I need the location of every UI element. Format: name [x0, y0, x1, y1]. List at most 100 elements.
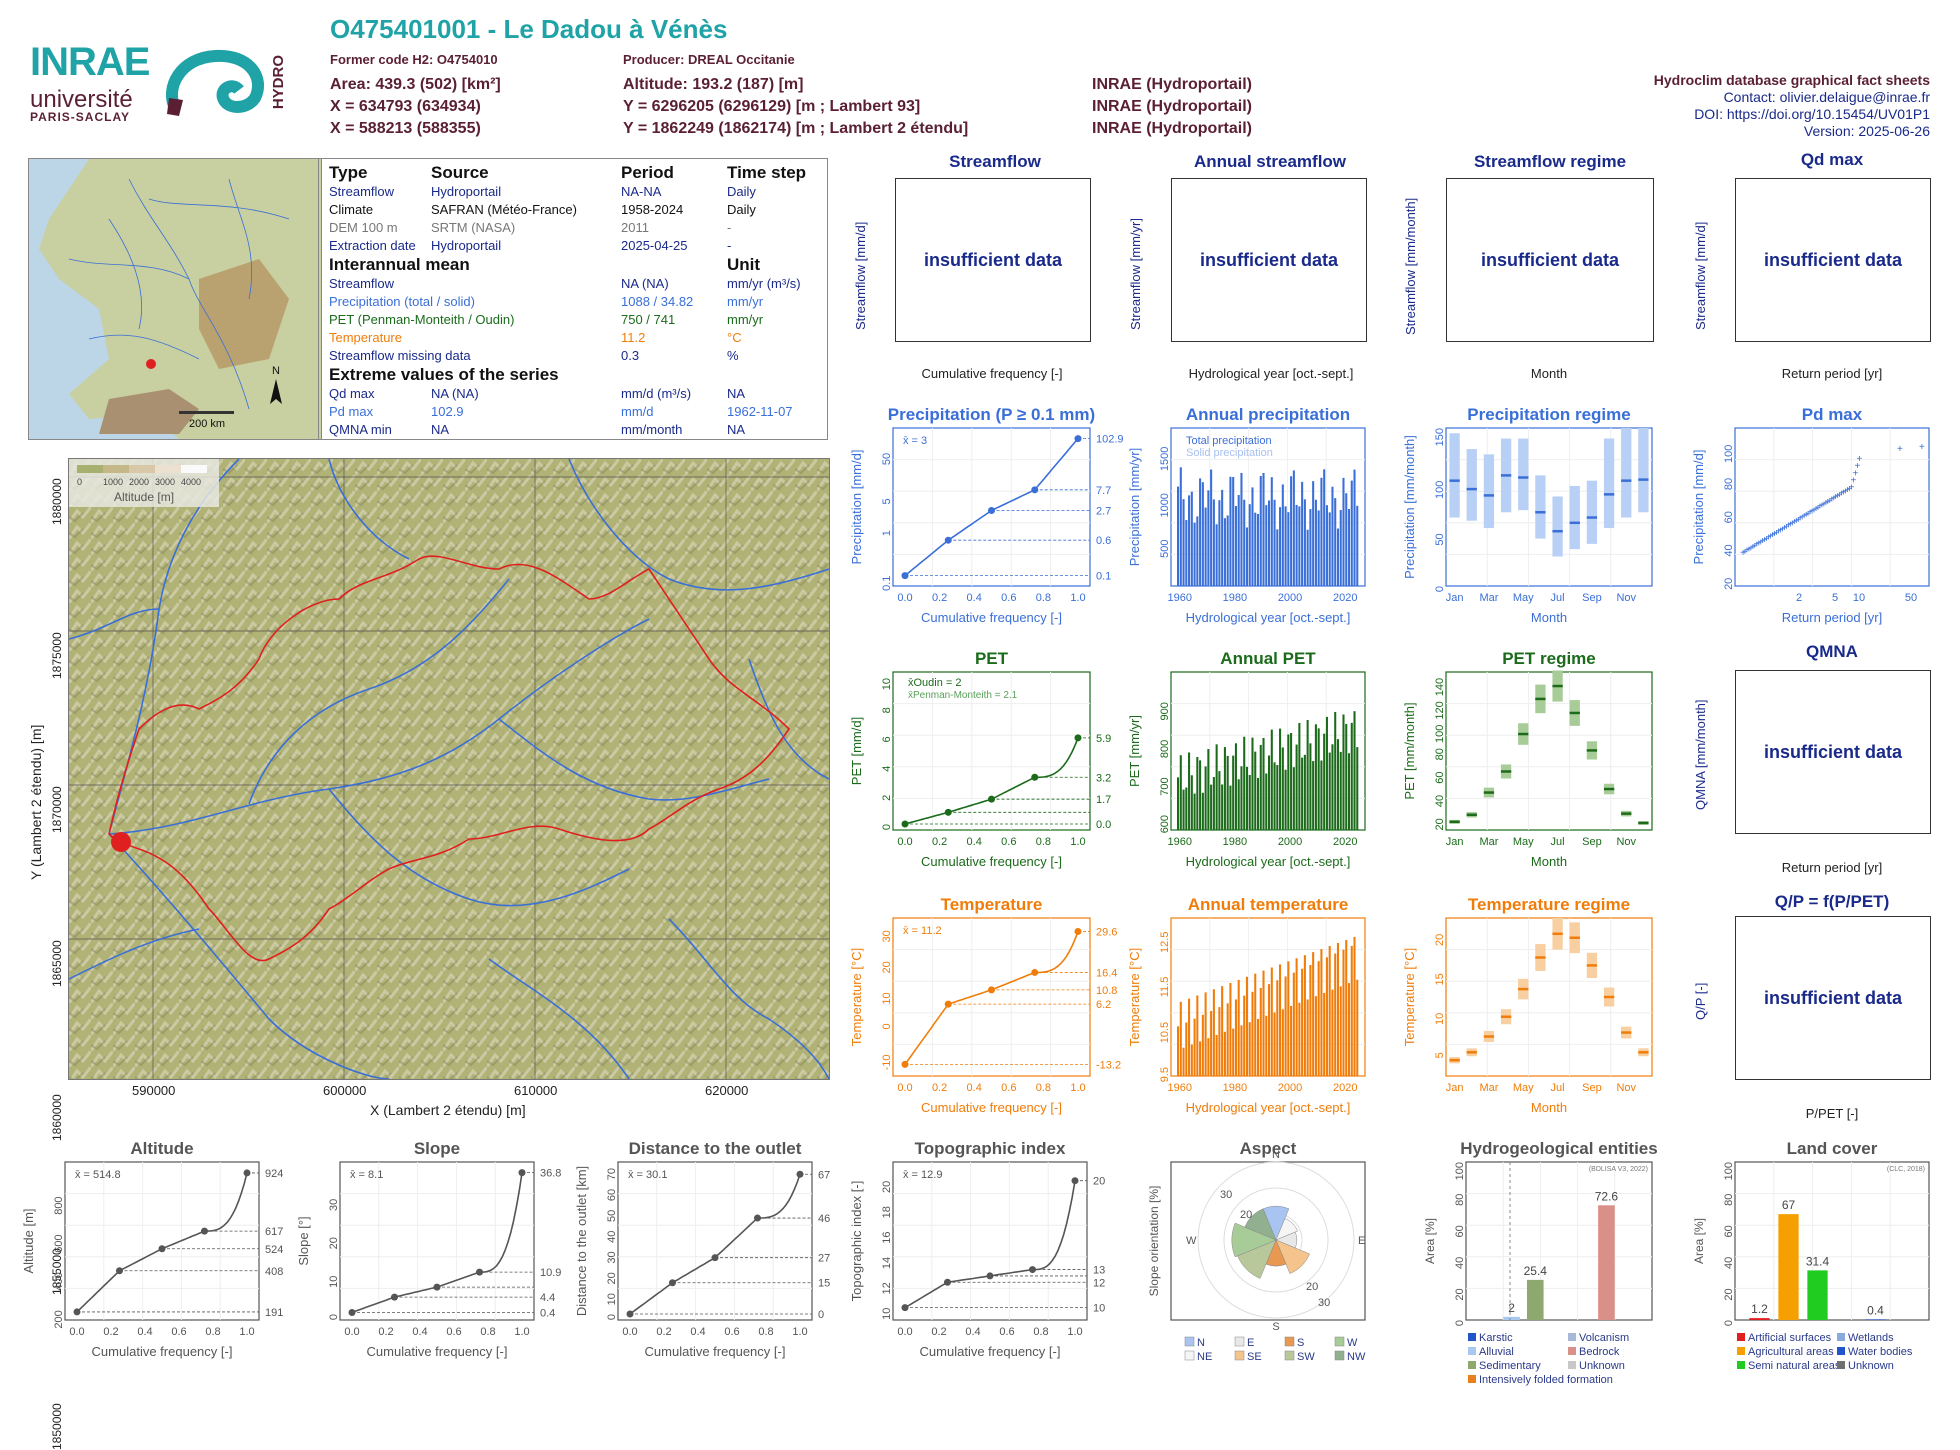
- pd-max-point: +: [1813, 504, 1819, 515]
- annual-precip-xtick: 2020: [1333, 592, 1357, 604]
- landcover-legend-label: Wetlands: [1848, 1332, 1894, 1344]
- annual-temp-bar: [1229, 983, 1232, 1076]
- aspect-legend-label: NE: [1197, 1351, 1212, 1363]
- annual-precip-xtick: 2000: [1278, 592, 1302, 604]
- pd-max-title: Pd max: [1802, 405, 1863, 424]
- annual-precip-bar: [1212, 499, 1215, 586]
- temp-cdf-quantile-point: [988, 986, 995, 994]
- pd-max-point: +: [1744, 546, 1750, 557]
- annual-temp-ytick: 12.5: [1159, 932, 1171, 953]
- annual-precip-bar: [1331, 486, 1334, 586]
- annual-pet-ytick: 800: [1159, 740, 1171, 758]
- annual-temp-bar: [1223, 1031, 1226, 1076]
- distance-cdf-ytick: 20: [606, 1272, 618, 1284]
- precip-cdf-xtick: 0.0: [897, 592, 912, 604]
- annual-temp-bar: [1350, 945, 1353, 1076]
- pet-cdf-ytick: 4: [881, 766, 893, 772]
- annual-temp-bar: [1210, 1010, 1213, 1076]
- landcover-value-label: 1.2: [1751, 1302, 1768, 1316]
- qmna-title: QMNA: [1806, 642, 1858, 661]
- pet-cdf-right-label: 1.7: [1096, 794, 1111, 806]
- pet-cdf-quantile-point: [901, 820, 909, 828]
- annual-pet-bar: [1234, 743, 1237, 830]
- annual-precip-bar: [1323, 469, 1326, 586]
- precip-cdf-xtick: 0.6: [1001, 592, 1016, 604]
- streamflow-xlabel: Cumulative frequency [-]: [921, 366, 1063, 381]
- extreme-date: NA: [727, 386, 746, 401]
- annual-temp-bar: [1287, 961, 1290, 1076]
- annual-precip-ylabel: Precipitation [mm/yr]: [1127, 448, 1142, 566]
- streamflow-regime-insufficient: insufficient data: [1446, 178, 1654, 342]
- pd-max-point: +: [1825, 497, 1831, 508]
- annual-temp-bar: [1309, 964, 1312, 1076]
- annual-precip-bar: [1256, 513, 1260, 586]
- header-col3: INRAE (Hydroportail) INRAE (Hydroportail…: [1092, 74, 1252, 140]
- annual-pet-bar: [1301, 757, 1304, 830]
- annual-temp-bar: [1240, 1025, 1243, 1076]
- pet-cdf-title: PET: [975, 649, 1009, 668]
- annual-pet-bar: [1328, 752, 1331, 830]
- map-xtick: 590000: [132, 1083, 176, 1098]
- annual-temp-bar: [1290, 1005, 1293, 1076]
- landcover-ytick: 0: [1723, 1320, 1735, 1326]
- temp-cdf-right-label: 16.4: [1096, 967, 1117, 979]
- hydrogeo-legend-label: Karstic: [1479, 1332, 1513, 1344]
- qd-max-insufficient: insufficient data: [1735, 178, 1931, 342]
- info-grid: Type Source Period Time step Streamflow …: [329, 163, 812, 439]
- altitude-cdf-title: Altitude: [130, 1139, 193, 1158]
- topo-cdf-title: Topographic index: [915, 1139, 1066, 1158]
- aspect-legend-label: E: [1247, 1337, 1254, 1349]
- annual-precip-bar: [1350, 480, 1353, 586]
- pd-max-point: +: [1835, 491, 1841, 502]
- pet-regime-xtick: Jan: [1446, 836, 1464, 848]
- landcover-value-label: 67: [1782, 1198, 1796, 1212]
- temp-cdf-quantile-point: [1031, 968, 1039, 976]
- slope-cdf-xlabel: Cumulative frequency [-]: [367, 1344, 508, 1359]
- pet-cdf-xlabel: Cumulative frequency [-]: [921, 854, 1062, 869]
- annual-precip-bar: [1292, 470, 1295, 586]
- annual-temp-bar: [1254, 973, 1257, 1076]
- landcover-bar: [1778, 1214, 1799, 1320]
- pet-regime-xtick: Nov: [1616, 836, 1636, 848]
- annual-temp-bar: [1185, 1022, 1188, 1076]
- annual-precip-bar: [1193, 522, 1196, 586]
- hydrogeo-ytick: 40: [1454, 1257, 1466, 1269]
- precip-cdf-ytick: 1: [881, 530, 893, 536]
- precip-cdf-right-label: 0.1: [1096, 571, 1111, 583]
- annual-precip-ytick: 1000: [1159, 493, 1171, 517]
- pet-regime-ytick: 40: [1434, 795, 1446, 807]
- pet-cdf-ytick: 8: [881, 707, 893, 713]
- annual-pet-bar: [1290, 733, 1293, 830]
- precip-cdf-ytick: 0.1: [881, 576, 893, 591]
- extreme-name: Qd max: [329, 386, 375, 401]
- aspect-ring: [1197, 1161, 1355, 1319]
- annual-precip-bar: [1268, 500, 1271, 586]
- annual-pet-bar: [1314, 724, 1317, 830]
- annual-temp-bar: [1328, 946, 1331, 1076]
- mean-value: 750 / 741: [621, 312, 676, 327]
- altitude-cdf-xtick: 1.0: [239, 1326, 254, 1338]
- annual-pet-bar: [1320, 760, 1323, 830]
- altitude-cdf-right-label: 408: [265, 1266, 283, 1278]
- slope-cdf-ytick: 20: [328, 1237, 340, 1249]
- temp-regime-xtick: Jan: [1446, 1082, 1464, 1094]
- distance-cdf-right-label: 27: [818, 1253, 830, 1265]
- pd-max-frame: [1734, 427, 1930, 587]
- annual-temp-bar: [1221, 986, 1224, 1076]
- annual-pet-bar: [1281, 747, 1284, 830]
- info-row: Extraction date Hydroportail 2025-04-25 …: [329, 237, 812, 255]
- hydrogeo-legend-swatch: [1568, 1347, 1576, 1355]
- pd-max-point: +: [1853, 468, 1859, 479]
- topo-cdf-ytick: 10: [881, 1308, 893, 1320]
- slope-cdf-quantile-point: [476, 1268, 483, 1276]
- topo-cdf-ytick: 14: [881, 1257, 893, 1269]
- pd-max-point: +: [1801, 511, 1807, 522]
- temp-cdf-title: Temperature: [941, 895, 1043, 914]
- info-h-period: Period: [621, 163, 674, 182]
- mean-name: Temperature: [329, 330, 402, 345]
- precip-cdf-xtick: 0.8: [1036, 592, 1051, 604]
- precip-regime-box: [1535, 475, 1546, 539]
- source-1: INRAE (Hydroportail): [1092, 76, 1252, 93]
- pet-cdf-ylabel: PET [mm/d]: [849, 717, 864, 785]
- pet-legend-pm: x̄Penman-Monteith = 2.1: [908, 690, 1018, 701]
